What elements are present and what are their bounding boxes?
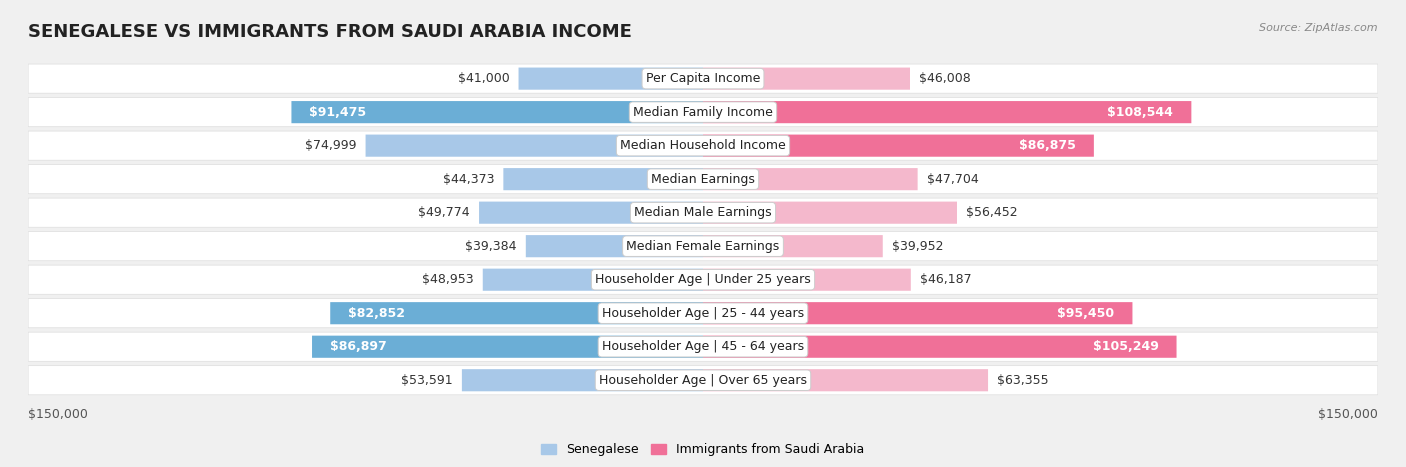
FancyBboxPatch shape	[28, 332, 1378, 361]
Text: Median Female Earnings: Median Female Earnings	[627, 240, 779, 253]
Legend: Senegalese, Immigrants from Saudi Arabia: Senegalese, Immigrants from Saudi Arabia	[536, 439, 870, 461]
Text: $41,000: $41,000	[458, 72, 509, 85]
Text: $74,999: $74,999	[305, 139, 357, 152]
Text: Source: ZipAtlas.com: Source: ZipAtlas.com	[1260, 23, 1378, 33]
Text: Householder Age | Over 65 years: Householder Age | Over 65 years	[599, 374, 807, 387]
FancyBboxPatch shape	[330, 302, 703, 324]
FancyBboxPatch shape	[526, 235, 703, 257]
FancyBboxPatch shape	[703, 302, 1132, 324]
Text: $105,249: $105,249	[1092, 340, 1159, 353]
Text: $150,000: $150,000	[28, 408, 89, 421]
Text: $49,774: $49,774	[419, 206, 470, 219]
Text: $47,704: $47,704	[927, 173, 979, 186]
Text: $46,008: $46,008	[920, 72, 970, 85]
FancyBboxPatch shape	[479, 202, 703, 224]
FancyBboxPatch shape	[703, 336, 1177, 358]
FancyBboxPatch shape	[519, 68, 703, 90]
Text: $95,450: $95,450	[1057, 307, 1115, 320]
FancyBboxPatch shape	[703, 269, 911, 291]
Text: Householder Age | 25 - 44 years: Householder Age | 25 - 44 years	[602, 307, 804, 320]
Text: Median Male Earnings: Median Male Earnings	[634, 206, 772, 219]
FancyBboxPatch shape	[703, 235, 883, 257]
Text: $39,952: $39,952	[891, 240, 943, 253]
FancyBboxPatch shape	[703, 134, 1094, 157]
Text: $53,591: $53,591	[401, 374, 453, 387]
FancyBboxPatch shape	[28, 164, 1378, 194]
FancyBboxPatch shape	[28, 366, 1378, 395]
Text: $48,953: $48,953	[422, 273, 474, 286]
FancyBboxPatch shape	[482, 269, 703, 291]
FancyBboxPatch shape	[703, 202, 957, 224]
Text: $63,355: $63,355	[997, 374, 1049, 387]
Text: $46,187: $46,187	[920, 273, 972, 286]
Text: Per Capita Income: Per Capita Income	[645, 72, 761, 85]
Text: $44,373: $44,373	[443, 173, 495, 186]
FancyBboxPatch shape	[28, 232, 1378, 261]
Text: $39,384: $39,384	[465, 240, 517, 253]
FancyBboxPatch shape	[28, 98, 1378, 127]
FancyBboxPatch shape	[312, 336, 703, 358]
FancyBboxPatch shape	[28, 64, 1378, 93]
FancyBboxPatch shape	[291, 101, 703, 123]
Text: $150,000: $150,000	[1317, 408, 1378, 421]
Text: $56,452: $56,452	[966, 206, 1018, 219]
Text: $86,875: $86,875	[1019, 139, 1076, 152]
Text: Median Household Income: Median Household Income	[620, 139, 786, 152]
FancyBboxPatch shape	[703, 68, 910, 90]
FancyBboxPatch shape	[703, 101, 1191, 123]
Text: $91,475: $91,475	[309, 106, 367, 119]
Text: $86,897: $86,897	[330, 340, 387, 353]
Text: Median Earnings: Median Earnings	[651, 173, 755, 186]
FancyBboxPatch shape	[28, 265, 1378, 294]
FancyBboxPatch shape	[28, 198, 1378, 227]
Text: Median Family Income: Median Family Income	[633, 106, 773, 119]
FancyBboxPatch shape	[366, 134, 703, 157]
FancyBboxPatch shape	[503, 168, 703, 190]
FancyBboxPatch shape	[28, 298, 1378, 328]
Text: Householder Age | 45 - 64 years: Householder Age | 45 - 64 years	[602, 340, 804, 353]
FancyBboxPatch shape	[463, 369, 703, 391]
Text: SENEGALESE VS IMMIGRANTS FROM SAUDI ARABIA INCOME: SENEGALESE VS IMMIGRANTS FROM SAUDI ARAB…	[28, 23, 631, 42]
Text: Householder Age | Under 25 years: Householder Age | Under 25 years	[595, 273, 811, 286]
FancyBboxPatch shape	[703, 168, 918, 190]
Text: $82,852: $82,852	[349, 307, 405, 320]
FancyBboxPatch shape	[28, 131, 1378, 160]
FancyBboxPatch shape	[703, 369, 988, 391]
Text: $108,544: $108,544	[1108, 106, 1174, 119]
